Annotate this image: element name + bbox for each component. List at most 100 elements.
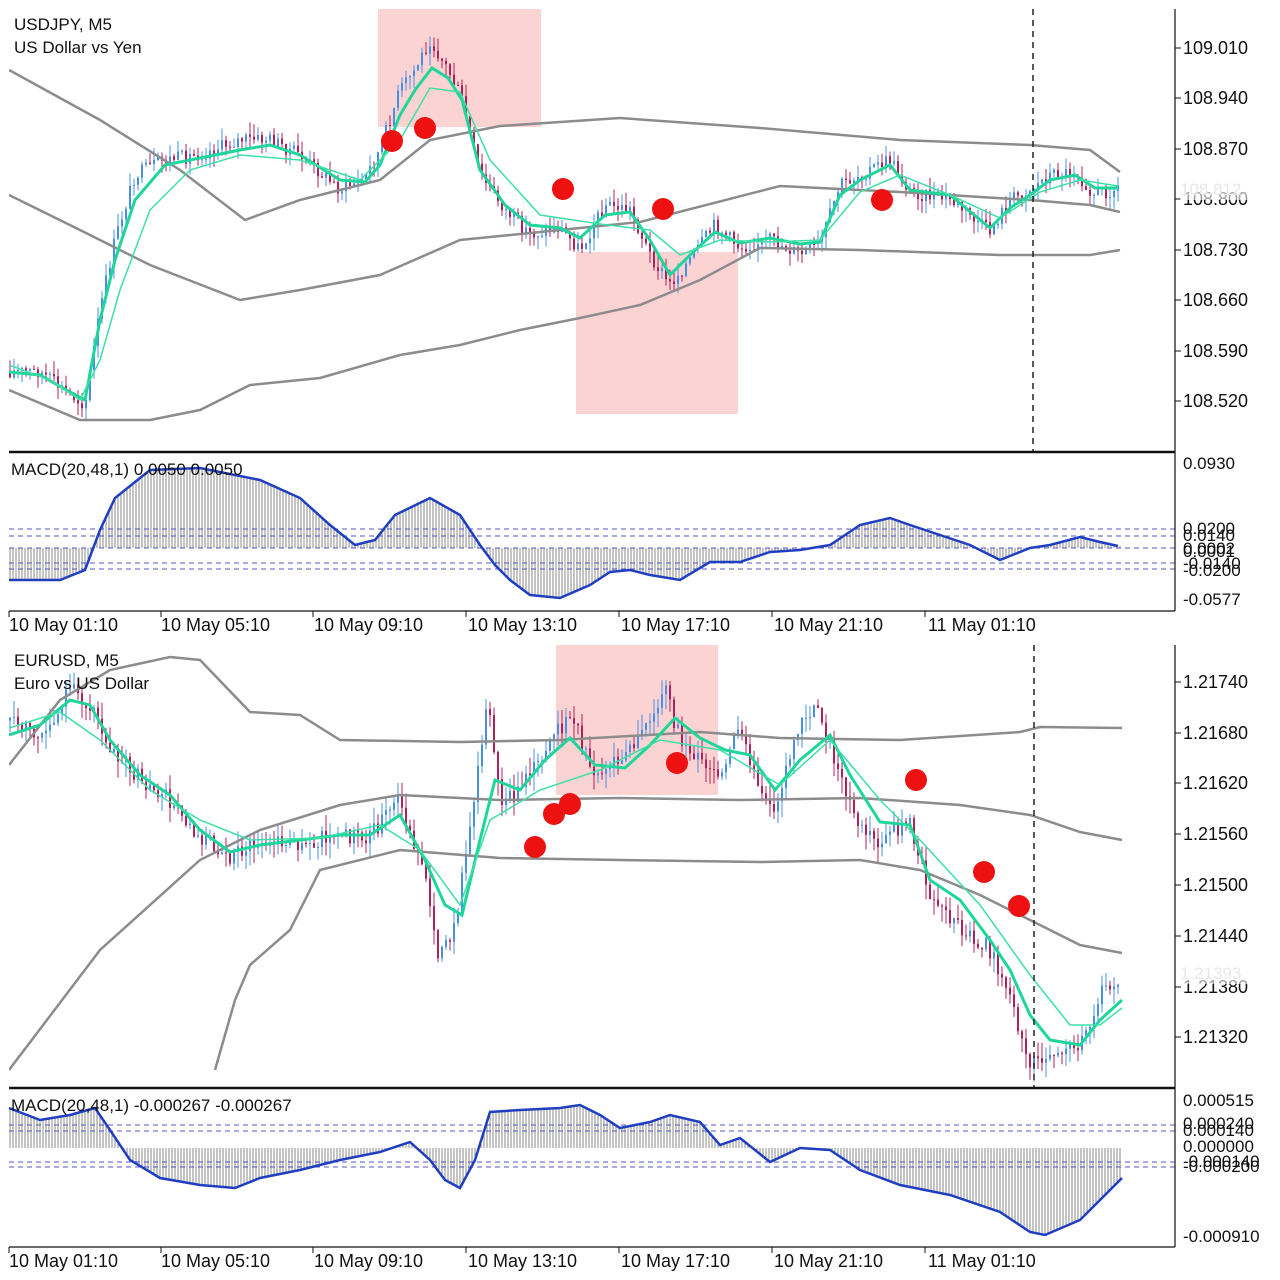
candle-body bbox=[581, 243, 583, 249]
candle-body bbox=[733, 735, 735, 750]
candle-body bbox=[849, 180, 851, 184]
candle-body bbox=[81, 693, 83, 705]
candle-body bbox=[909, 818, 911, 826]
candle-body bbox=[553, 734, 555, 740]
usdjpy-moving-averages bbox=[9, 66, 1119, 403]
candle-body bbox=[941, 905, 943, 907]
candle-body bbox=[1053, 170, 1055, 173]
usdjpy-price-panel[interactable] bbox=[9, 9, 1121, 452]
usdjpy-signal-markers bbox=[381, 117, 893, 220]
signal-marker bbox=[414, 117, 436, 139]
candle-body bbox=[221, 140, 223, 150]
eurusd-moving-averages bbox=[9, 698, 1124, 1047]
candle-body bbox=[397, 796, 399, 803]
candle-body bbox=[369, 830, 371, 844]
candle-body bbox=[613, 201, 615, 207]
usdjpy-time-tick: 10 May 01:10 bbox=[9, 615, 119, 635]
candle-body bbox=[525, 227, 527, 234]
candle-body bbox=[845, 777, 847, 797]
usdjpy-macd-panel[interactable] bbox=[9, 466, 1175, 600]
candle-body bbox=[169, 156, 171, 163]
candle-body bbox=[389, 125, 391, 127]
candle-body bbox=[401, 796, 403, 808]
signal-marker bbox=[559, 793, 581, 815]
usdjpy-macd-tick: -0.0140 bbox=[1183, 554, 1241, 573]
candle-body bbox=[85, 704, 87, 708]
candle-body bbox=[869, 831, 871, 835]
candle-body bbox=[893, 823, 895, 832]
candle-body bbox=[1113, 190, 1115, 198]
candle-body bbox=[557, 723, 559, 735]
candle-body bbox=[769, 233, 771, 238]
candle-body bbox=[141, 164, 143, 178]
candle-body bbox=[277, 836, 279, 845]
eurusd-price-panel[interactable] bbox=[9, 645, 1124, 1088]
usdjpy-price-tick: 108.940 bbox=[1183, 88, 1249, 108]
candle-body bbox=[297, 839, 299, 850]
candle-body bbox=[1005, 977, 1007, 988]
candle-body bbox=[925, 189, 927, 202]
candle-body bbox=[153, 160, 155, 164]
candle-body bbox=[781, 245, 783, 248]
candle-body bbox=[213, 835, 215, 852]
candle-body bbox=[149, 784, 151, 791]
eurusd-time-tick: 10 May 17:10 bbox=[621, 1251, 731, 1271]
candle-body bbox=[609, 201, 611, 206]
usdjpy-bollinger-bands bbox=[9, 68, 1121, 422]
candle-body bbox=[629, 206, 631, 212]
candle-body bbox=[685, 745, 687, 747]
candle-body bbox=[25, 368, 27, 371]
candle-body bbox=[497, 751, 499, 780]
candle-body bbox=[801, 250, 803, 255]
candle-body bbox=[29, 722, 31, 729]
candle-body bbox=[473, 801, 475, 827]
candle-body bbox=[261, 134, 263, 143]
usdjpy-macd-histogram bbox=[9, 468, 1121, 598]
eurusd-time-tick: 10 May 09:10 bbox=[314, 1251, 424, 1271]
eurusd-symbol-label: EURUSD, M5 bbox=[14, 651, 119, 670]
candle-body bbox=[273, 134, 275, 147]
candle-body bbox=[37, 369, 39, 378]
eurusd-macd-tick: -0.000910 bbox=[1183, 1227, 1260, 1246]
candle-body bbox=[889, 831, 891, 835]
candle-body bbox=[877, 162, 879, 165]
usdjpy-symbol-label: USDJPY, M5 bbox=[14, 15, 112, 34]
candle-body bbox=[213, 150, 215, 155]
candle-body bbox=[481, 744, 483, 767]
candle-body bbox=[725, 763, 727, 773]
candle-body bbox=[953, 199, 955, 205]
candle-body bbox=[893, 161, 895, 164]
usdjpy-price-tick: 108.730 bbox=[1183, 240, 1249, 260]
candle-body bbox=[1089, 189, 1091, 196]
candle-body bbox=[505, 209, 507, 211]
candle-body bbox=[109, 267, 111, 276]
candle-body bbox=[649, 243, 651, 252]
candle-body bbox=[737, 243, 739, 249]
candle-body bbox=[453, 74, 455, 86]
candle-body bbox=[797, 733, 799, 741]
candle-body bbox=[49, 724, 51, 731]
candle-body bbox=[933, 899, 935, 901]
candle-body bbox=[709, 230, 711, 233]
usdjpy-macd-tick: 0.0930 bbox=[1183, 454, 1235, 473]
candle-body bbox=[681, 275, 683, 277]
candle-body bbox=[717, 769, 719, 777]
candle-body bbox=[321, 176, 323, 178]
usdjpy-time-tick: 10 May 17:10 bbox=[621, 615, 731, 635]
candle-body bbox=[445, 60, 447, 65]
candle-body bbox=[565, 717, 567, 734]
candle-body bbox=[517, 786, 519, 802]
candle-body bbox=[825, 722, 827, 739]
usdjpy-macd-tick: -0.0577 bbox=[1183, 590, 1241, 609]
usdjpy-price-tick: 108.660 bbox=[1183, 290, 1249, 310]
candle-body bbox=[645, 238, 647, 244]
candle-body bbox=[413, 70, 415, 76]
candle-body bbox=[705, 230, 707, 237]
candle-body bbox=[1017, 192, 1019, 196]
candle-body bbox=[921, 199, 923, 202]
eurusd-macd-panel[interactable] bbox=[8, 1103, 1175, 1237]
candle-body bbox=[677, 724, 679, 728]
candle-body bbox=[857, 177, 859, 181]
candle-body bbox=[217, 149, 219, 155]
candle-body bbox=[453, 923, 455, 942]
